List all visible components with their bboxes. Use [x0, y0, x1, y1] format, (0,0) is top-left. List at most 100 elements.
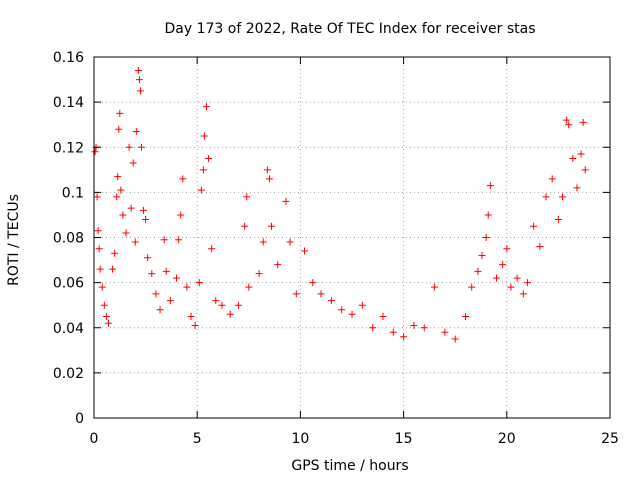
data-point: [554, 215, 562, 223]
data-point: [115, 125, 123, 133]
data-point: [478, 252, 486, 260]
y-tick-label: 0.08: [53, 231, 84, 247]
data-point: [379, 312, 387, 320]
data-point: [91, 148, 99, 156]
data-point: [98, 283, 106, 291]
data-point: [338, 306, 346, 314]
data-point: [542, 193, 550, 201]
data-point: [468, 283, 476, 291]
data-point: [226, 310, 234, 318]
data-point: [131, 238, 139, 246]
data-point: [135, 76, 143, 84]
grid-lines: [94, 57, 610, 418]
data-point: [173, 274, 181, 282]
data-point: [499, 261, 507, 269]
data-point: [218, 301, 226, 309]
data-point: [243, 193, 251, 201]
data-point: [113, 193, 121, 201]
axis-ticks: 0 0.02 0.04 0.06 0.08 0.1 0.12 0.14 0.16 0 5 10 15 20…: [53, 50, 619, 447]
data-point: [95, 245, 103, 253]
x-axis-label: GPS time / hours: [291, 458, 408, 474]
data-point: [191, 321, 199, 329]
x-tick-label: 20: [498, 431, 516, 447]
data-point: [245, 283, 253, 291]
data-point: [129, 159, 137, 167]
data-point: [569, 155, 577, 163]
x-tick-label: 5: [193, 431, 202, 447]
data-point: [565, 121, 573, 129]
data-point: [200, 132, 208, 140]
data-point: [166, 297, 174, 305]
data-point: [573, 184, 581, 192]
data-point: [234, 301, 242, 309]
data-point: [579, 118, 587, 126]
data-point: [451, 335, 459, 343]
data-point: [286, 238, 294, 246]
data-point: [117, 186, 125, 194]
data-point: [507, 283, 515, 291]
data-point: [241, 222, 249, 230]
data-point: [144, 254, 152, 262]
data-point: [327, 297, 335, 305]
data-point: [410, 321, 418, 329]
chart-title: Day 173 of 2022, Rate Of TEC Index for r…: [164, 21, 535, 37]
data-point: [136, 87, 144, 95]
data-point: [183, 283, 191, 291]
data-point: [93, 193, 101, 201]
y-tick-label: 0: [75, 411, 84, 427]
data-point: [462, 312, 470, 320]
data-point: [274, 261, 282, 269]
data-point: [420, 324, 428, 332]
data-point: [160, 236, 168, 244]
data-point: [199, 166, 207, 174]
data-point: [111, 249, 119, 257]
data-point: [102, 312, 110, 320]
data-point: [156, 306, 164, 314]
x-tick-label: 10: [291, 431, 309, 447]
data-point: [205, 155, 213, 163]
plot-area-border: [93, 56, 611, 419]
data-point: [519, 290, 527, 298]
data-point: [317, 290, 325, 298]
x-tick-label: 15: [395, 431, 413, 447]
data-point: [259, 238, 267, 246]
data-point: [152, 290, 160, 298]
data-point: [208, 245, 216, 253]
data-points: [91, 67, 589, 343]
x-tick-label: 0: [90, 431, 99, 447]
data-point: [268, 222, 276, 230]
y-tick-label: 0.06: [53, 276, 84, 292]
data-point: [301, 247, 309, 255]
data-point: [109, 265, 117, 273]
data-point: [197, 186, 205, 194]
data-point: [389, 328, 397, 336]
data-point: [492, 274, 500, 282]
data-point: [195, 279, 203, 287]
data-point: [530, 222, 538, 230]
data-point: [134, 67, 142, 75]
data-point: [486, 182, 494, 190]
data-point: [116, 109, 124, 117]
data-point: [263, 166, 271, 174]
data-point: [212, 297, 220, 305]
data-point: [581, 166, 589, 174]
data-point: [125, 143, 133, 151]
data-point: [309, 279, 317, 287]
y-tick-label: 0.04: [53, 321, 84, 337]
data-point: [577, 150, 585, 158]
data-point: [369, 324, 377, 332]
y-tick-label: 0.16: [53, 50, 84, 66]
data-point: [114, 173, 122, 181]
y-tick-label: 0.12: [53, 140, 84, 156]
data-point: [96, 265, 104, 273]
data-point: [175, 236, 183, 244]
data-point: [177, 211, 185, 219]
data-point: [523, 279, 531, 287]
data-point: [441, 328, 449, 336]
y-tick-label: 0.02: [53, 366, 84, 382]
data-point: [348, 310, 356, 318]
data-point: [122, 229, 130, 237]
data-point: [265, 175, 273, 183]
data-point: [548, 175, 556, 183]
